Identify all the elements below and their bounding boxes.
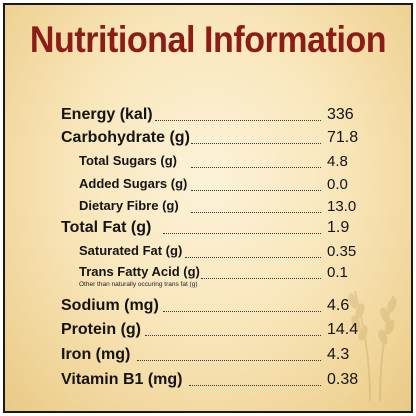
dot-leader <box>163 297 321 312</box>
trans-fat-footnote: Other than naturally occuring trans fat … <box>79 281 198 288</box>
nutrient-label: Protein (g) <box>61 321 141 338</box>
nutrient-label: Dietary Fibre (g) <box>79 198 179 213</box>
nutrient-row-iron: Iron (mg) 4.3 <box>5 346 411 368</box>
nutrient-label: Carbohydrate (g) <box>61 129 190 146</box>
nutrient-row-dietary-fibre: Dietary Fibre (g) 13.0 <box>5 198 411 220</box>
nutrient-value: 336 <box>327 106 354 123</box>
dot-leader <box>155 106 321 121</box>
dot-leader <box>185 243 321 258</box>
nutrient-value: 1.9 <box>327 219 350 236</box>
nutrient-label: Sodium (mg) <box>61 297 159 314</box>
nutrient-row-vitamin-b1: Vitamin B1 (mg) 0.38 <box>5 371 411 393</box>
nutrient-value: 71.8 <box>327 129 359 146</box>
nutrient-value: 0.38 <box>327 371 359 388</box>
nutrient-value: 13.0 <box>327 198 357 215</box>
nutrient-row-sodium: Sodium (mg) 4.6 <box>5 297 411 319</box>
nutrient-value: 4.3 <box>327 346 350 363</box>
nutrient-value: 0.1 <box>327 264 348 281</box>
nutrient-value: 4.8 <box>327 153 348 170</box>
nutrient-row-total-sugars: Total Sugars (g) 4.8 <box>5 153 411 175</box>
nutrient-label: Vitamin B1 (mg) <box>61 371 183 388</box>
dot-leader <box>191 153 321 168</box>
dot-leader <box>191 129 321 144</box>
nutrient-row-trans-fatty-acid: Trans Fatty Acid (g) 0.1 <box>5 264 411 286</box>
page-title: Nutritional Information <box>29 19 387 60</box>
wheat-illustration <box>348 290 397 401</box>
nutrient-row-energy: Energy (kal) 336 <box>5 106 411 128</box>
dot-leader <box>145 321 321 336</box>
dot-leader <box>191 176 321 191</box>
nutrient-row-carbohydrate: Carbohydrate (g) 71.8 <box>5 129 411 151</box>
nutrient-value: 4.6 <box>327 297 350 314</box>
dot-leader <box>189 371 321 386</box>
nutrient-label: Total Fat (g) <box>61 219 152 236</box>
nutrient-label: Added Sugars (g) <box>79 176 188 191</box>
nutrient-row-protein: Protein (g) 14.4 <box>5 321 411 343</box>
dot-leader <box>191 198 321 213</box>
nutrient-value: 0.35 <box>327 243 357 260</box>
dot-leader <box>137 346 321 361</box>
dot-leader <box>163 219 321 234</box>
nutrient-label: Trans Fatty Acid (g) <box>79 264 200 279</box>
nutrition-panel: Nutritional Information Energy (kal) 336… <box>3 3 413 413</box>
nutrient-label: Energy (kal) <box>61 106 153 123</box>
nutrient-row-total-fat: Total Fat (g) 1.9 <box>5 219 411 241</box>
nutrient-value: 0.0 <box>327 176 348 193</box>
nutrient-label: Total Sugars (g) <box>79 153 177 168</box>
nutrient-row-saturated-fat: Saturated Fat (g) 0.35 <box>5 243 411 265</box>
nutrient-value: 14.4 <box>327 321 359 338</box>
nutrient-label: Iron (mg) <box>61 346 131 363</box>
nutrient-label: Saturated Fat (g) <box>79 243 183 258</box>
dot-leader <box>201 264 321 279</box>
nutrient-row-added-sugars: Added Sugars (g) 0.0 <box>5 176 411 198</box>
